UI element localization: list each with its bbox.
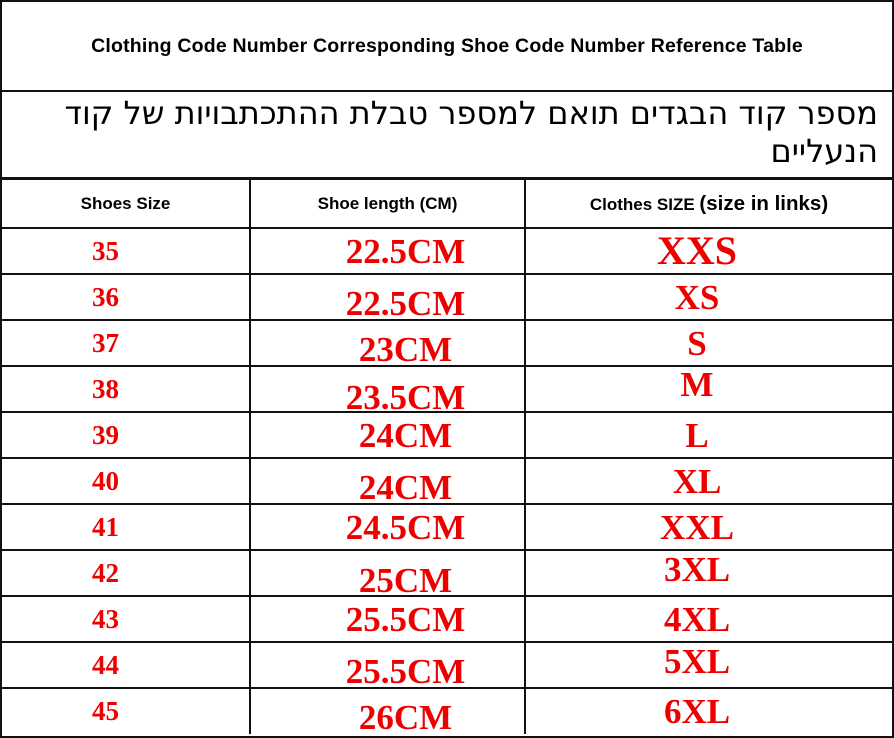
shoe-length-cell: 24.5CM bbox=[249, 503, 525, 550]
clothes-size-cell: 4XL bbox=[524, 595, 892, 642]
shoe-length-cell: 22.5CM bbox=[249, 273, 525, 320]
clothes-size-cell: L bbox=[524, 411, 892, 458]
table-row: 38 23.5CM M bbox=[2, 365, 892, 412]
shoes-size-cell: 45 bbox=[2, 687, 250, 734]
shoe-length-cell: 22.5CM bbox=[249, 227, 525, 274]
table-row: 45 26CM 6XL bbox=[2, 687, 892, 734]
shoe-length-cell: 25.5CM bbox=[249, 641, 525, 688]
shoe-length-cell: 23.5CM bbox=[249, 365, 525, 412]
title-band: Clothing Code Number Corresponding Shoe … bbox=[2, 2, 892, 92]
hebrew-subtitle-band: מספר קוד הבגדים תואם למספר טבלת ההתכתבוי… bbox=[2, 92, 892, 180]
header-shoe-length: Shoe length (CM) bbox=[249, 180, 525, 229]
clothes-size-cell: XL bbox=[524, 457, 892, 504]
shoes-size-cell: 40 bbox=[2, 457, 250, 504]
shoes-size-cell: 38 bbox=[2, 365, 250, 412]
clothes-size-cell: M bbox=[524, 365, 892, 412]
hebrew-subtitle: מספר קוד הבגדים תואם למספר טבלת ההתכתבוי… bbox=[64, 93, 878, 170]
shoes-size-cell: 35 bbox=[2, 227, 250, 274]
clothes-size-cell: 3XL bbox=[524, 549, 892, 596]
table-row: 35 22.5CM XXS bbox=[2, 227, 892, 274]
shoes-size-cell: 44 bbox=[2, 641, 250, 688]
shoes-size-cell: 42 bbox=[2, 549, 250, 596]
shoe-length-cell: 25CM bbox=[249, 549, 525, 596]
page-title: Clothing Code Number Corresponding Shoe … bbox=[91, 34, 803, 57]
table-row: 41 24.5CM XXL bbox=[2, 503, 892, 550]
header-shoes-size: Shoes Size bbox=[2, 180, 250, 229]
shoe-length-cell: 26CM bbox=[249, 687, 525, 734]
shoes-size-cell: 39 bbox=[2, 411, 250, 458]
table-row: 40 24CM XL bbox=[2, 457, 892, 504]
shoe-length-cell: 23CM bbox=[249, 319, 525, 366]
table-header-row: Shoes Size Shoe length (CM) Clothes SIZE… bbox=[2, 180, 892, 229]
clothes-size-cell: XS bbox=[524, 273, 892, 320]
table-row: 44 25.5CM 5XL bbox=[2, 641, 892, 688]
shoes-size-cell: 36 bbox=[2, 273, 250, 320]
clothes-size-cell: S bbox=[524, 319, 892, 366]
table-row: 37 23CM S bbox=[2, 319, 892, 366]
table-row: 42 25CM 3XL bbox=[2, 549, 892, 596]
clothes-size-cell: XXS bbox=[524, 227, 892, 274]
shoes-size-cell: 43 bbox=[2, 595, 250, 642]
header-clothes-size: Clothes SIZE (size in links) bbox=[524, 180, 892, 229]
shoe-length-cell: 24CM bbox=[249, 457, 525, 504]
shoes-size-cell: 41 bbox=[2, 503, 250, 550]
header-clothes-size-note: (size in links) bbox=[699, 191, 829, 215]
table-row: 43 25.5CM 4XL bbox=[2, 595, 892, 642]
clothes-size-cell: 5XL bbox=[524, 641, 892, 688]
size-reference-table: Shoes Size Shoe length (CM) Clothes SIZE… bbox=[2, 180, 892, 734]
table-row: 39 24CM L bbox=[2, 411, 892, 458]
shoe-length-cell: 25.5CM bbox=[249, 595, 525, 642]
shoes-size-cell: 37 bbox=[2, 319, 250, 366]
header-clothes-size-main: Clothes SIZE bbox=[589, 194, 695, 214]
clothes-size-cell: 6XL bbox=[524, 687, 892, 734]
table-row: 36 22.5CM XS bbox=[2, 273, 892, 320]
shoe-length-cell: 24CM bbox=[249, 411, 525, 458]
clothes-size-cell: XXL bbox=[524, 503, 892, 550]
